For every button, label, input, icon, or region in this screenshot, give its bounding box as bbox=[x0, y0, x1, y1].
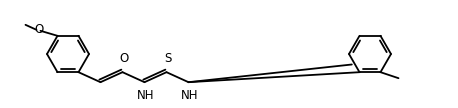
Text: S: S bbox=[164, 52, 171, 65]
Text: O: O bbox=[34, 23, 43, 36]
Text: NH: NH bbox=[137, 89, 154, 102]
Text: NH: NH bbox=[181, 89, 198, 102]
Text: O: O bbox=[119, 52, 128, 65]
